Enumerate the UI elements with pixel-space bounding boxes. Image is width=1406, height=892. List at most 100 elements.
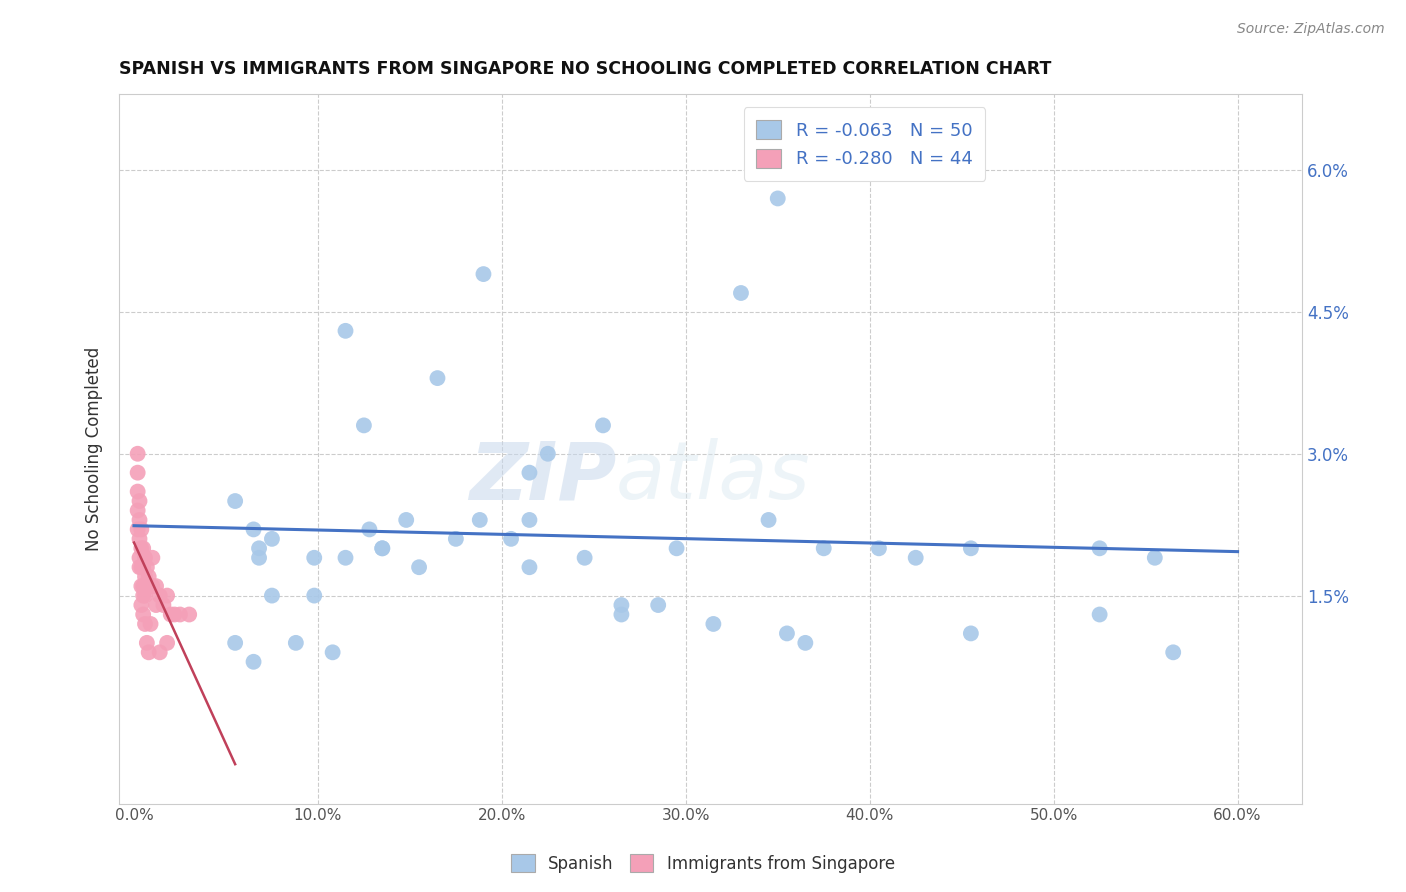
- Point: [127, 447, 149, 461]
- Point: [127, 466, 149, 480]
- Point: [131, 579, 153, 593]
- Point: [395, 513, 418, 527]
- Point: [134, 570, 156, 584]
- Point: [131, 560, 153, 574]
- Point: [135, 636, 157, 650]
- Point: [813, 541, 835, 556]
- Text: atlas: atlas: [616, 438, 811, 516]
- Point: [359, 522, 381, 536]
- Point: [159, 607, 181, 622]
- Point: [145, 598, 167, 612]
- Point: [472, 267, 495, 281]
- Point: [131, 522, 153, 536]
- Point: [1088, 607, 1111, 622]
- Point: [179, 607, 201, 622]
- Point: [131, 598, 153, 612]
- Point: [537, 447, 560, 461]
- Point: [519, 513, 541, 527]
- Point: [335, 324, 357, 338]
- Point: [156, 589, 179, 603]
- Y-axis label: No Schooling Completed: No Schooling Completed: [86, 347, 103, 551]
- Point: [132, 541, 155, 556]
- Point: [408, 560, 430, 574]
- Point: [426, 371, 449, 385]
- Point: [156, 636, 179, 650]
- Point: [163, 607, 186, 622]
- Point: [135, 560, 157, 574]
- Point: [284, 636, 307, 650]
- Point: [139, 579, 162, 593]
- Point: [468, 513, 491, 527]
- Point: [960, 541, 983, 556]
- Point: [242, 655, 264, 669]
- Point: [519, 560, 541, 574]
- Point: [904, 550, 927, 565]
- Point: [302, 550, 325, 565]
- Point: [149, 645, 172, 659]
- Point: [371, 541, 394, 556]
- Point: [138, 645, 160, 659]
- Point: [128, 494, 150, 508]
- Point: [134, 550, 156, 565]
- Point: [444, 532, 467, 546]
- Point: [132, 607, 155, 622]
- Point: [224, 494, 246, 508]
- Point: [132, 579, 155, 593]
- Point: [371, 541, 394, 556]
- Point: [766, 191, 789, 205]
- Point: [335, 550, 357, 565]
- Point: [322, 645, 344, 659]
- Point: [127, 484, 149, 499]
- Point: [127, 503, 149, 517]
- Point: [519, 466, 541, 480]
- Point: [128, 532, 150, 546]
- Point: [353, 418, 375, 433]
- Point: [702, 617, 724, 632]
- Text: ZIP: ZIP: [468, 438, 616, 516]
- Legend: Spanish, Immigrants from Singapore: Spanish, Immigrants from Singapore: [505, 847, 901, 880]
- Point: [247, 541, 270, 556]
- Point: [868, 541, 890, 556]
- Point: [1161, 645, 1184, 659]
- Point: [145, 579, 167, 593]
- Point: [149, 589, 172, 603]
- Point: [592, 418, 614, 433]
- Point: [134, 617, 156, 632]
- Point: [242, 522, 264, 536]
- Point: [1143, 550, 1166, 565]
- Point: [610, 598, 633, 612]
- Legend: R = -0.063   N = 50, R = -0.280   N = 44: R = -0.063 N = 50, R = -0.280 N = 44: [744, 107, 986, 181]
- Point: [127, 522, 149, 536]
- Point: [247, 550, 270, 565]
- Point: [128, 550, 150, 565]
- Point: [132, 589, 155, 603]
- Point: [141, 579, 163, 593]
- Point: [135, 579, 157, 593]
- Point: [260, 532, 283, 546]
- Point: [132, 560, 155, 574]
- Point: [610, 607, 633, 622]
- Point: [260, 589, 283, 603]
- Point: [139, 617, 162, 632]
- Point: [647, 598, 669, 612]
- Point: [1088, 541, 1111, 556]
- Point: [141, 550, 163, 565]
- Point: [730, 285, 752, 300]
- Text: SPANISH VS IMMIGRANTS FROM SINGAPORE NO SCHOOLING COMPLETED CORRELATION CHART: SPANISH VS IMMIGRANTS FROM SINGAPORE NO …: [120, 60, 1052, 78]
- Point: [138, 570, 160, 584]
- Point: [776, 626, 799, 640]
- Point: [302, 589, 325, 603]
- Point: [152, 598, 174, 612]
- Point: [134, 589, 156, 603]
- Point: [758, 513, 780, 527]
- Point: [499, 532, 522, 546]
- Point: [960, 626, 983, 640]
- Point: [665, 541, 688, 556]
- Point: [131, 541, 153, 556]
- Point: [794, 636, 817, 650]
- Point: [128, 513, 150, 527]
- Point: [574, 550, 596, 565]
- Point: [224, 636, 246, 650]
- Text: Source: ZipAtlas.com: Source: ZipAtlas.com: [1237, 22, 1385, 37]
- Point: [128, 560, 150, 574]
